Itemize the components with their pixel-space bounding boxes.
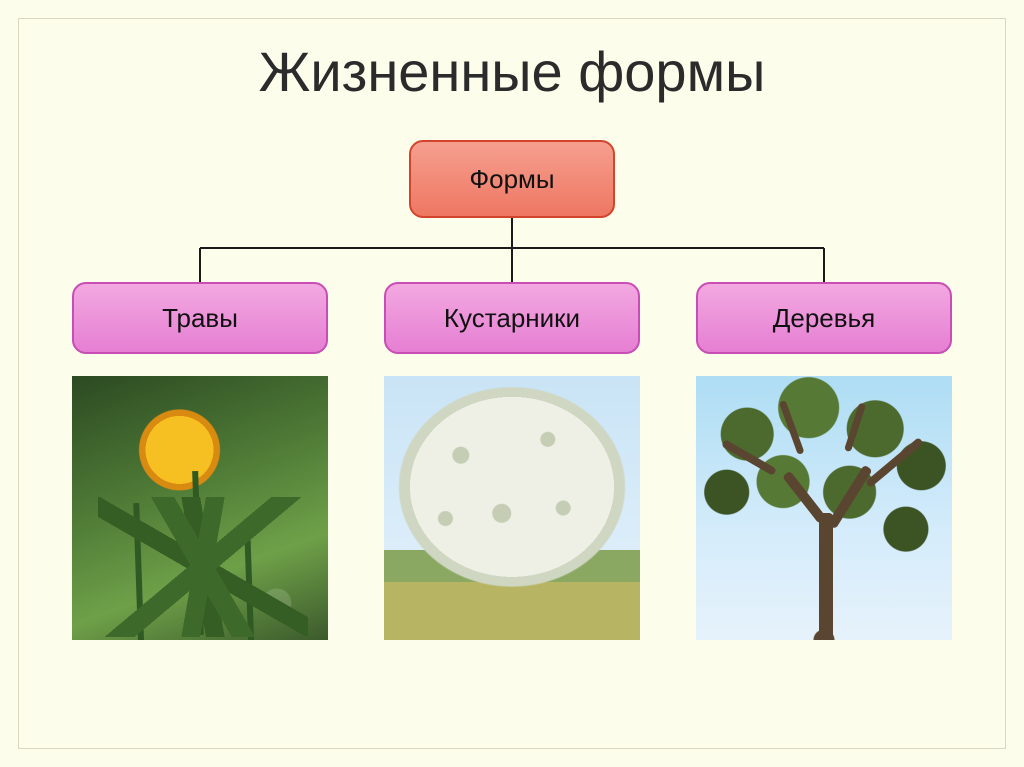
root-node-label: Формы <box>469 164 554 195</box>
child-row: Травы Кустарники Деревья <box>72 282 952 354</box>
root-node-forms: Формы <box>409 140 615 218</box>
image-herb <box>72 376 328 640</box>
child-node-label: Кустарники <box>444 303 580 334</box>
image-tree <box>696 376 952 640</box>
image-shrub <box>384 376 640 640</box>
child-node-label: Травы <box>162 303 238 334</box>
page-title: Жизненные формы <box>19 39 1005 104</box>
images-row <box>19 376 1005 640</box>
child-node-trees: Деревья <box>696 282 952 354</box>
child-node-shrubs: Кустарники <box>384 282 640 354</box>
hierarchy-diagram: Формы Травы Кустарники Деревья <box>19 140 1005 354</box>
child-node-label: Деревья <box>773 303 875 334</box>
tree-branches-decoration <box>696 376 952 640</box>
child-node-herbs: Травы <box>72 282 328 354</box>
slide: Жизненные формы Формы Травы Кустарники Д… <box>18 18 1006 749</box>
